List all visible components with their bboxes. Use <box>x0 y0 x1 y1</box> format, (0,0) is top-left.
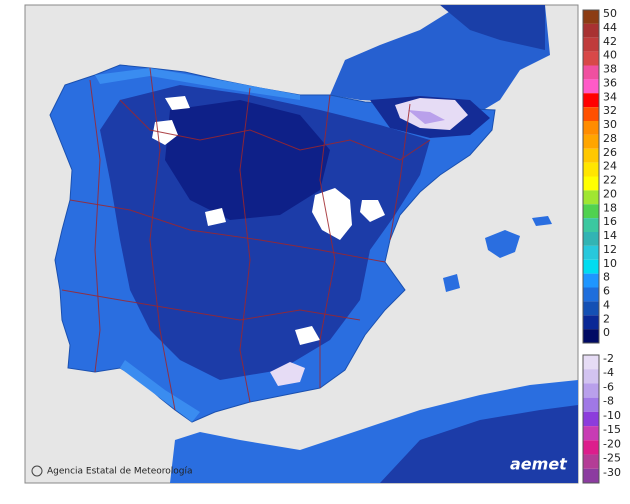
legend-swatch <box>583 121 599 135</box>
legend-label: 2 <box>603 312 610 325</box>
legend-swatch <box>583 232 599 246</box>
legend-label: 44 <box>603 21 617 34</box>
legend-swatch <box>583 190 599 205</box>
legend-swatch <box>583 287 599 302</box>
legend-swatch <box>583 93 599 108</box>
legend-label: 42 <box>603 35 617 48</box>
legend: 5044424038363432302826242220181614121086… <box>582 7 621 484</box>
legend-swatch <box>583 329 599 343</box>
legend-swatch <box>583 369 599 384</box>
france-dark <box>440 5 545 50</box>
agency-credit: Agencia Estatal de Meteorología <box>47 467 193 477</box>
frost-area <box>312 188 352 240</box>
province-border <box>89 79 101 373</box>
legend-label: 30 <box>603 118 617 131</box>
province-border <box>149 67 176 411</box>
island <box>485 230 520 258</box>
legend-swatch <box>583 51 599 66</box>
legend-label: 34 <box>603 90 617 103</box>
legend-border <box>582 9 600 344</box>
legend-label: -2 <box>603 352 614 365</box>
frost-area <box>270 362 305 386</box>
legend-swatch <box>583 454 599 469</box>
province-border <box>319 94 336 388</box>
province-border <box>61 289 361 321</box>
legend-swatch <box>583 245 599 260</box>
province-border <box>239 87 251 403</box>
legend-swatch <box>583 259 599 274</box>
legend-label: -25 <box>603 452 621 465</box>
coast-band <box>120 360 200 422</box>
legend-swatch <box>583 134 599 149</box>
legend-swatch <box>583 397 599 412</box>
legend-label: 50 <box>603 7 617 20</box>
legend-swatch <box>583 440 599 455</box>
frost-area <box>205 208 226 226</box>
legend-label: 16 <box>603 215 617 228</box>
legend-label: 0 <box>603 326 610 339</box>
legend-label: 32 <box>603 104 617 117</box>
coast-band <box>95 68 300 100</box>
legend-swatch <box>583 426 599 441</box>
legend-label: 10 <box>603 257 617 270</box>
legend-swatch <box>583 383 599 398</box>
legend-swatch <box>583 162 599 177</box>
legend-label: 14 <box>603 229 617 242</box>
legend-label: 40 <box>603 49 617 62</box>
copyright-icon <box>31 465 43 477</box>
legend-swatch <box>583 65 599 80</box>
frost-area <box>165 96 190 110</box>
legend-label: 28 <box>603 132 617 145</box>
legend-swatch <box>583 301 599 316</box>
legend-swatch <box>583 273 599 288</box>
legend-label: -8 <box>603 395 614 408</box>
province-border <box>389 103 411 241</box>
legend-label: 18 <box>603 201 617 214</box>
legend-swatch <box>583 23 599 38</box>
logo: aemet <box>510 455 568 474</box>
legend-label: 24 <box>603 160 617 173</box>
legend-swatch <box>583 315 599 330</box>
legend-swatch <box>583 355 599 370</box>
legend-label: 38 <box>603 63 617 76</box>
province-border <box>119 99 431 161</box>
legend-label: 4 <box>603 298 610 311</box>
meseta-cold <box>165 100 330 220</box>
island <box>532 216 552 226</box>
legend-label: 20 <box>603 187 617 200</box>
island <box>443 274 460 292</box>
legend-swatch <box>583 204 599 219</box>
legend-label: 12 <box>603 243 617 256</box>
frost-area <box>360 200 385 222</box>
legend-label: 8 <box>603 271 610 284</box>
frost-area <box>295 326 320 345</box>
legend-border <box>582 354 600 484</box>
legend-label: 22 <box>603 174 617 187</box>
legend-label: 26 <box>603 146 617 159</box>
legend-label: 36 <box>603 76 617 89</box>
legend-swatch <box>583 218 599 232</box>
legend-label: -4 <box>603 366 614 379</box>
legend-label: -30 <box>603 466 621 479</box>
legend-swatch <box>583 37 599 52</box>
legend-label: 6 <box>603 285 610 298</box>
legend-swatch <box>583 468 599 483</box>
legend-swatch <box>583 10 599 24</box>
africa-interior <box>380 405 578 483</box>
legend-swatch <box>583 148 599 163</box>
frost-area <box>408 110 445 124</box>
legend-label: -10 <box>603 409 621 422</box>
legend-label: -15 <box>603 423 621 436</box>
legend-label: -20 <box>603 437 621 450</box>
legend-swatch <box>583 107 599 121</box>
legend-label: -6 <box>603 380 614 393</box>
province-border <box>69 199 386 263</box>
legend-swatch <box>583 176 599 191</box>
legend-swatch <box>583 411 599 427</box>
legend-swatch <box>583 79 599 94</box>
